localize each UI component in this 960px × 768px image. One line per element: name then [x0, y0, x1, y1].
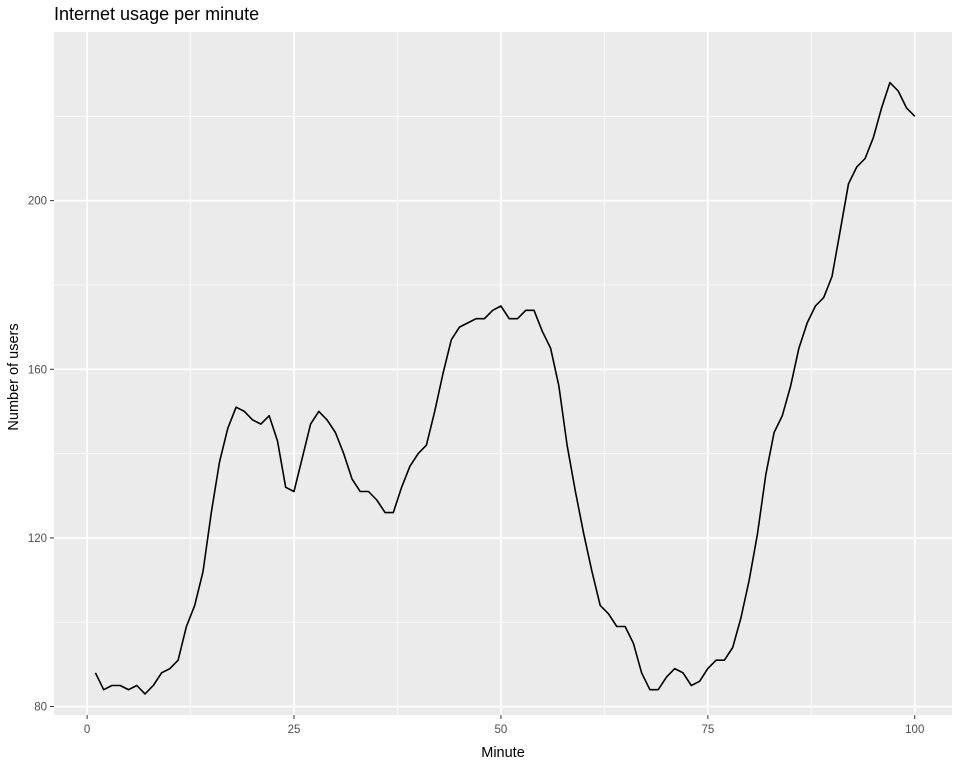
y-tick-label: 80 — [34, 702, 47, 714]
x-tick-label: 75 — [701, 724, 714, 736]
x-tick-label: 100 — [905, 724, 924, 736]
x-tick-label: 50 — [495, 724, 508, 736]
y-tick-label: 120 — [28, 533, 47, 545]
y-axis: 80 120 160 200 — [28, 196, 54, 714]
y-tick-label: 200 — [28, 196, 47, 208]
x-axis-title: Minute — [481, 745, 525, 761]
y-tick-label: 160 — [28, 364, 47, 376]
x-axis: 0 25 50 75 100 — [84, 715, 924, 736]
grid-minor — [54, 32, 952, 715]
chart-title: Internet usage per minute — [54, 4, 259, 24]
series-line — [94, 81, 916, 695]
grid-major — [54, 32, 952, 715]
x-tick-label: 25 — [288, 724, 301, 736]
x-tick-label: 0 — [84, 724, 90, 736]
y-axis-title: Number of users — [6, 323, 22, 430]
plot-panel — [54, 32, 952, 715]
